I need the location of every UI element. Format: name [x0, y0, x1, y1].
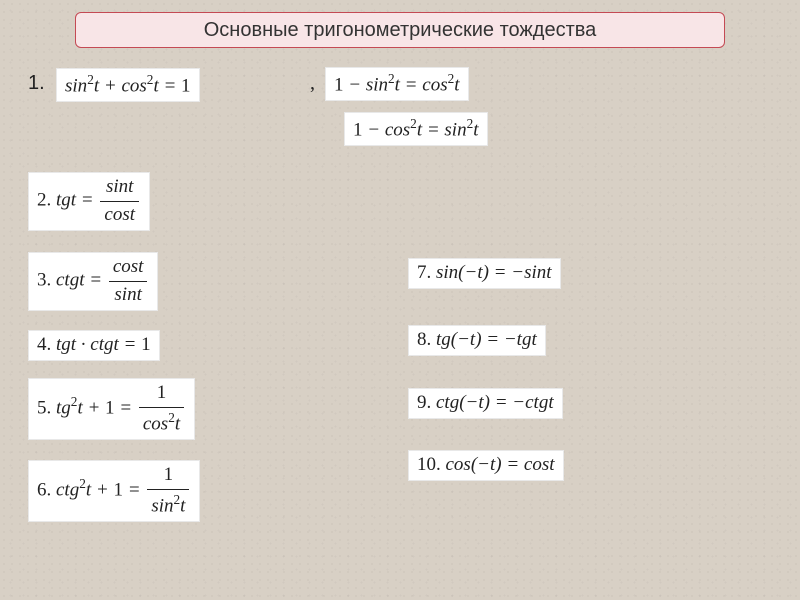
formula-1b: 1 − sin2t = cos2t: [325, 67, 469, 101]
formula-10: 10. cos(−t) = cost: [408, 450, 564, 481]
formula-4: 4. tgt · ctgt = 1: [28, 330, 160, 361]
formula-5: 5. tg2t + 1 = 1cos2t: [28, 378, 195, 440]
separator-comma: ,: [310, 72, 315, 95]
formula-3: 3. ctgt = costsint: [28, 252, 158, 311]
formula-7: 7. sin(−t) = −sint: [408, 258, 561, 289]
item-number-1: 1.: [28, 72, 45, 95]
title-text: Основные тригонометрические тождества: [204, 19, 597, 42]
formula-6: 6. ctg2t + 1 = 1sin2t: [28, 460, 200, 522]
formula-9: 9. ctg(−t) = −ctgt: [408, 388, 563, 419]
formula-1a: sin2t + cos2t = 1: [56, 68, 200, 102]
formula-2: 2. tgt = sintcost: [28, 172, 150, 231]
formula-8: 8. tg(−t) = −tgt: [408, 325, 546, 356]
formula-1c: 1 − cos2t = sin2t: [344, 112, 488, 146]
page-title: Основные тригонометрические тождества: [75, 12, 725, 48]
